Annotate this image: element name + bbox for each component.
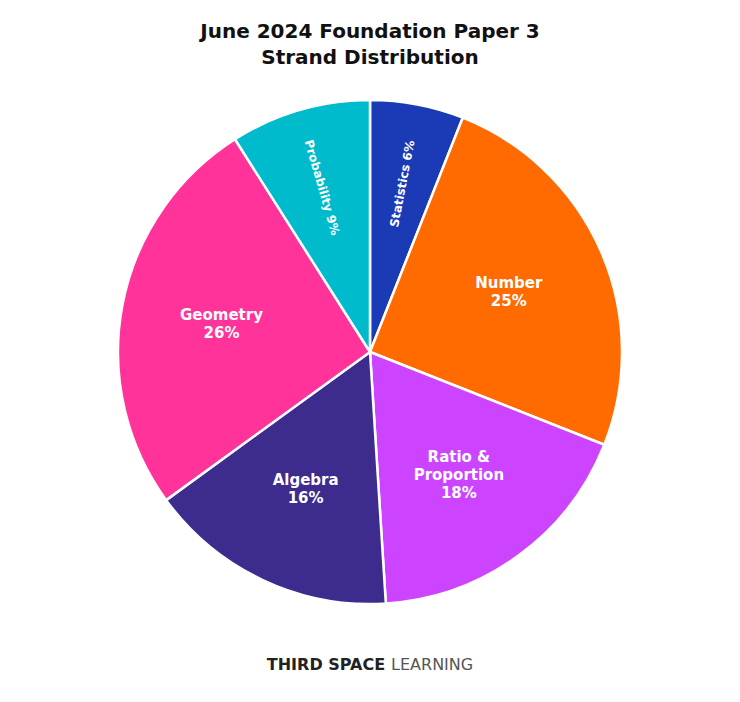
slice-label-line: Probability 9%	[302, 138, 343, 237]
slice-label: Statistics 6%	[387, 139, 417, 228]
slice-label-line: Statistics 6%	[387, 139, 417, 228]
pie-slice	[370, 352, 604, 604]
slices	[118, 100, 622, 604]
title-line: June 2024 Foundation Paper 3	[198, 19, 540, 43]
slice-label: Number25%	[475, 274, 543, 310]
slice-label-line: 16%	[288, 489, 324, 507]
slice-label-line: 26%	[204, 324, 240, 342]
footer: THIRD SPACE LEARNING	[267, 655, 473, 674]
slice-label: Geometry26%	[180, 306, 263, 342]
slice-labels: Statistics 6%Number25%Ratio &Proportion1…	[180, 138, 543, 507]
slice-label-line: Ratio &	[428, 448, 491, 466]
slice-label-line: 25%	[491, 292, 527, 310]
footer-text: THIRD SPACE	[267, 655, 385, 674]
footer-text: LEARNING	[391, 655, 473, 674]
slice-label: Algebra16%	[273, 471, 339, 507]
slice-label-line: Algebra	[273, 471, 339, 489]
slice-label: Ratio &Proportion18%	[414, 448, 504, 502]
chart-container: June 2024 Foundation Paper 3Strand Distr…	[0, 0, 740, 702]
slice-label-line: Geometry	[180, 306, 263, 324]
slice-label: Probability 9%	[302, 138, 343, 237]
slice-label-line: Number	[475, 274, 543, 292]
slice-label-line: 18%	[441, 484, 477, 502]
chart-title: June 2024 Foundation Paper 3Strand Distr…	[198, 19, 540, 69]
slice-label-line: Proportion	[414, 466, 504, 484]
title-line: Strand Distribution	[261, 45, 478, 69]
chart-svg: June 2024 Foundation Paper 3Strand Distr…	[0, 0, 740, 702]
